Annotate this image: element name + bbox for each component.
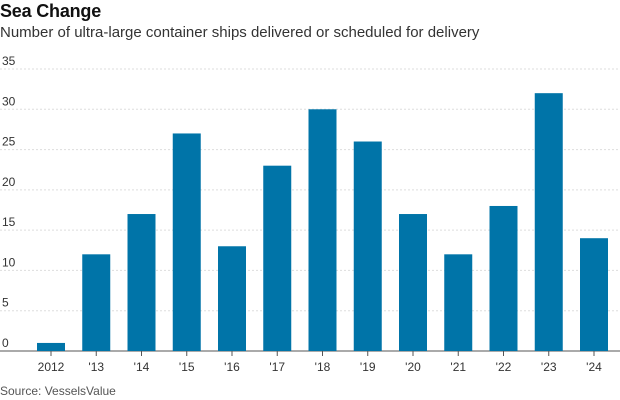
y-tick-label: 30 xyxy=(2,94,16,108)
x-tick-label: '23 xyxy=(541,360,557,374)
y-axis-ticks: 0 5 10 15 20 25 30 35 xyxy=(2,54,16,350)
x-tick-label: '14 xyxy=(134,360,150,374)
y-tick-label: 0 xyxy=(2,336,9,350)
y-tick-label: 20 xyxy=(2,175,16,189)
chart-title: Sea Change xyxy=(0,1,102,21)
bar xyxy=(172,133,201,351)
y-tick-label: 5 xyxy=(2,296,9,310)
bar xyxy=(534,93,563,352)
bar xyxy=(37,342,65,351)
x-tick-label: '19 xyxy=(360,360,376,374)
x-tick-label: '13 xyxy=(88,360,104,374)
bar xyxy=(308,109,337,352)
bar xyxy=(263,165,292,351)
y-tick-label: 35 xyxy=(2,54,16,68)
bar xyxy=(82,254,111,351)
source-note: Source: VesselsValue xyxy=(0,384,116,398)
y-tick-label: 15 xyxy=(2,215,16,229)
bar xyxy=(489,205,518,351)
x-tick-label: 2012 xyxy=(38,360,65,374)
x-axis-ticks: 2012 '13 '14 '15 '16 '17 '18 '19 '20 '21 '22 '23 '24 xyxy=(38,351,602,374)
bar xyxy=(218,246,246,351)
bar xyxy=(353,141,382,351)
x-tick-label: '21 xyxy=(450,360,466,374)
x-tick-label: '20 xyxy=(405,360,421,374)
bar xyxy=(399,214,427,351)
y-tick-label: 10 xyxy=(2,255,16,269)
x-tick-label: '15 xyxy=(179,360,195,374)
x-tick-label: '18 xyxy=(315,360,331,374)
x-tick-label: '17 xyxy=(269,360,285,374)
bar xyxy=(580,238,608,351)
x-tick-label: '16 xyxy=(224,360,240,374)
chart-subtitle: Number of ultra-large container ships de… xyxy=(0,24,480,41)
bar xyxy=(444,254,473,351)
y-tick-label: 25 xyxy=(2,135,16,149)
x-tick-label: '22 xyxy=(496,360,512,374)
x-tick-label: '24 xyxy=(586,360,602,374)
bars xyxy=(37,93,608,352)
bar xyxy=(127,214,156,351)
